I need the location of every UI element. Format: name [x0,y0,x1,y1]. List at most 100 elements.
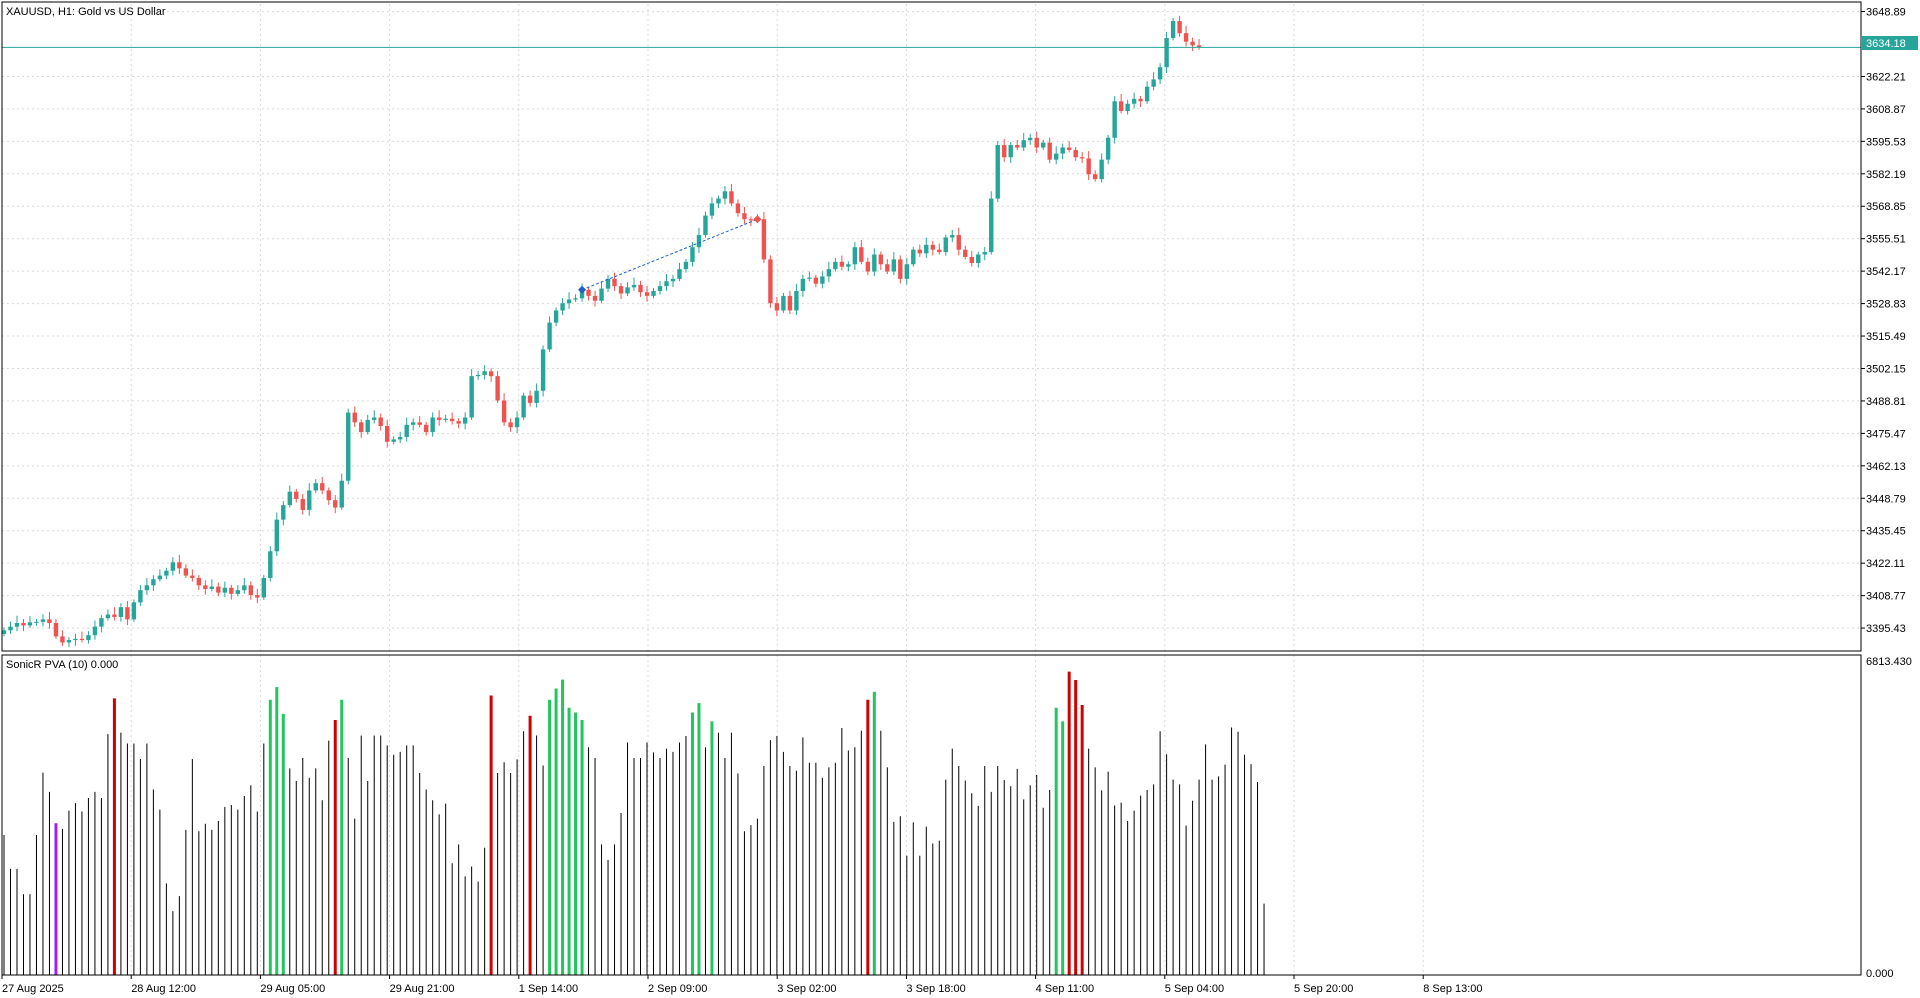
candle-body [748,219,754,221]
candle-body [333,500,338,508]
candle-body [846,264,851,267]
candle-body [631,284,637,288]
candle-body [274,519,279,552]
candle-body [794,291,799,311]
candle-body [1041,142,1046,148]
candle-body [1021,140,1026,148]
indicator-header: SonicR PVA (10) 0.000 [6,659,118,671]
candle-body [229,587,234,594]
candle-body [294,491,299,499]
candle-body [170,562,176,571]
candle-body [404,424,409,437]
candle-body [73,638,78,641]
indicator-frame [1,654,1862,976]
candle-body [462,417,468,424]
trade-entry-arrow [578,285,587,294]
y-tick-label: 3582.19 [1866,169,1906,181]
candle-body [1047,142,1052,160]
candle-body [1053,153,1059,160]
candle-body [690,247,695,262]
candle-body [735,203,741,214]
candle-body [891,259,897,272]
candle-body [508,422,513,428]
y-tick-label: 3648.89 [1866,7,1906,19]
candle-body [417,422,422,425]
candle-body [852,247,858,265]
candle-body [99,618,104,627]
candle-body [1190,41,1195,46]
candle-body [423,424,429,433]
candle-body [800,278,806,292]
candle-body [1,630,7,634]
candle-body [950,235,955,238]
y-tick-label: 3542.17 [1866,266,1906,278]
candle-body [190,575,195,579]
candle-body [469,376,474,418]
candle-body [352,412,357,423]
candle-body [313,483,318,491]
candle-body [430,417,435,433]
candle-body [138,590,143,603]
candle-body [1073,149,1078,158]
main-chart-header: XAUUSD, H1: Gold vs US Dollar [6,6,166,18]
candle-body [943,237,948,253]
trade-connector-line [581,218,758,291]
candle-body [320,483,325,491]
candle-body [774,303,780,311]
candle-body [768,259,773,304]
candle-body [281,505,286,520]
candle-body [385,426,390,442]
candle-body [930,244,935,250]
candle-body [164,570,169,576]
candle-body [1157,67,1163,80]
candle-body [644,292,650,296]
candle-body [989,198,994,253]
candle-body [579,289,585,299]
candle-body [436,417,442,420]
candle-body [865,261,871,272]
candle-body [482,371,487,375]
candle-body [346,412,351,481]
frame-layer [1,1,1862,976]
candle-body [410,422,416,425]
candle-body [982,252,987,255]
y-tick-label: 3395.43 [1866,623,1906,635]
candle-body [716,198,721,204]
candle-body [677,269,682,279]
candle-body [300,498,305,510]
candle-body [826,269,832,277]
y-tick-label: 3622.21 [1866,71,1906,83]
candle-body [1086,158,1091,175]
candle-body [722,191,728,199]
candle-body [86,635,91,641]
x-tick-label: 1 Sep 14:00 [519,983,578,995]
x-tick-label: 5 Sep 04:00 [1165,983,1224,995]
candle-body [742,213,747,220]
indicator-ymin-label: 0.000 [1866,968,1894,980]
candle-body [326,490,331,501]
candle-body [527,395,533,403]
candle-body [612,278,617,287]
candle-body [878,254,884,265]
candle-body [670,278,676,282]
candle-body [112,614,117,617]
candle-body [443,418,448,420]
candle-body [924,244,929,254]
candle-body [255,595,260,598]
candle-body [177,562,182,569]
current-price-tag [1862,36,1918,50]
candle-body [449,418,455,422]
candle-body [125,607,130,620]
y-tick-label: 3475.47 [1866,428,1906,440]
candle-body [1196,45,1202,48]
x-tick-label: 8 Sep 13:00 [1423,983,1482,995]
current-price-label: 3634.18 [1866,38,1906,50]
candle-body [911,249,916,265]
y-tick-label: 3528.83 [1866,299,1906,311]
candle-body [709,203,715,216]
x-tick-label: 28 Aug 12:00 [131,983,196,995]
y-tick-label: 3488.81 [1866,396,1906,408]
candle-body [495,376,500,401]
candle-body [956,235,961,250]
